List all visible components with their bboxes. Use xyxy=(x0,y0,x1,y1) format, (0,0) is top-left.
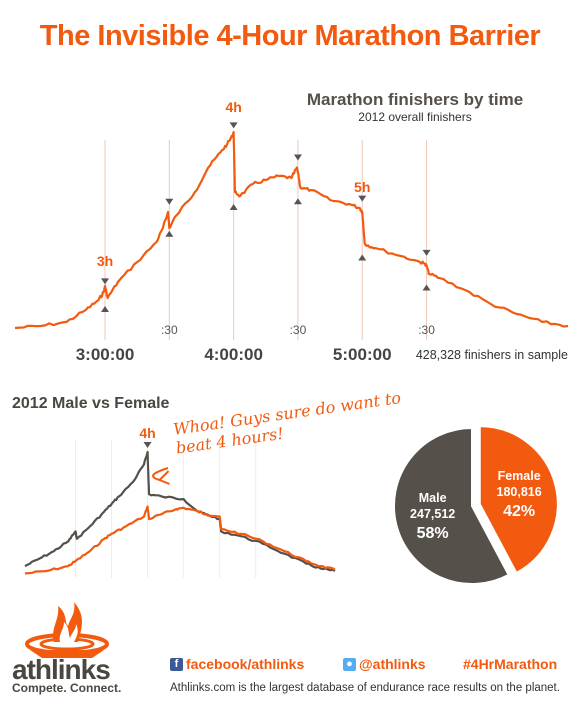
hashtag-text: #4HrMarathon xyxy=(463,656,558,672)
pie-slice-female xyxy=(478,425,559,575)
male-female-title: 2012 Male vs Female xyxy=(12,395,170,412)
x-tick-label: 4:00:00 xyxy=(204,345,263,364)
series-line-male xyxy=(24,450,336,572)
brand-name: athlinks xyxy=(12,654,111,685)
male-female-chart: 4h xyxy=(24,425,336,578)
chart1-title: Marathon finishers by time xyxy=(306,90,524,109)
up-arrow-marker xyxy=(358,254,367,261)
flame-logo-icon xyxy=(25,602,109,658)
series-line-overall xyxy=(14,130,569,330)
annotation-arrowhead xyxy=(158,470,170,485)
down-arrow-marker xyxy=(422,249,431,256)
up-arrow-marker xyxy=(293,198,302,205)
up-arrow-marker xyxy=(229,204,238,210)
hour-annotation: 3h xyxy=(97,253,113,269)
twitter-icon: ● xyxy=(343,657,356,671)
pie-slice-male xyxy=(393,426,511,585)
down-arrow-marker xyxy=(143,442,152,448)
pie-label-value: 180,816 xyxy=(497,485,542,499)
hour-annotation: 4h xyxy=(225,99,241,115)
x-minor-label: :30 xyxy=(418,323,435,337)
down-arrow-marker xyxy=(358,195,367,202)
twitter-link[interactable]: ● @athlinks xyxy=(343,656,426,672)
twitter-handle: @athlinks xyxy=(359,656,426,672)
facebook-icon: f xyxy=(170,657,183,671)
down-arrow-marker xyxy=(293,154,302,161)
brand-tagline: Compete. Connect. xyxy=(12,681,122,695)
chart1-subtitle: 2012 overall finishers xyxy=(358,110,472,124)
facebook-handle: facebook/athlinks xyxy=(186,656,305,672)
up-arrow-marker xyxy=(101,306,110,312)
down-arrow-marker xyxy=(229,122,238,129)
x-tick-label: 5:00:00 xyxy=(333,345,392,364)
series-line-female xyxy=(24,505,336,575)
finishers-chart: 3h 4h 5h 3:00:00 4:00:00 5:00:00 :30 :30 :30 xyxy=(14,99,569,364)
x-minor-label: :30 xyxy=(161,323,178,337)
page-title: The Invisible 4-Hour Marathon Barrier xyxy=(39,20,541,52)
hour-annotation: 4h xyxy=(139,425,155,441)
up-arrow-marker xyxy=(165,230,174,237)
pie-label-percent: 42% xyxy=(503,503,535,520)
x-minor-label: :30 xyxy=(290,323,307,337)
facebook-link[interactable]: f facebook/athlinks xyxy=(170,656,304,672)
gender-pie-chart: Female 180,816 42% Male 247,512 58% xyxy=(393,425,559,585)
down-arrow-marker xyxy=(165,198,174,205)
hour-annotation: 5h xyxy=(354,179,370,195)
pie-label-name: Female xyxy=(498,469,541,483)
hashtag-link[interactable]: #4HrMarathon xyxy=(463,656,557,672)
pie-label-percent: 58% xyxy=(417,525,449,542)
pie-label-value: 247,512 xyxy=(410,507,455,521)
down-arrow-marker xyxy=(101,278,110,285)
annotation-arrow xyxy=(152,467,169,481)
pie-label-name: Male xyxy=(419,491,447,505)
x-tick-label: 3:00:00 xyxy=(76,345,135,364)
footer-description: Athlinks.com is the largest database of … xyxy=(170,682,560,694)
up-arrow-marker xyxy=(422,284,431,291)
sample-size-note: 428,328 finishers in sample xyxy=(415,348,568,362)
